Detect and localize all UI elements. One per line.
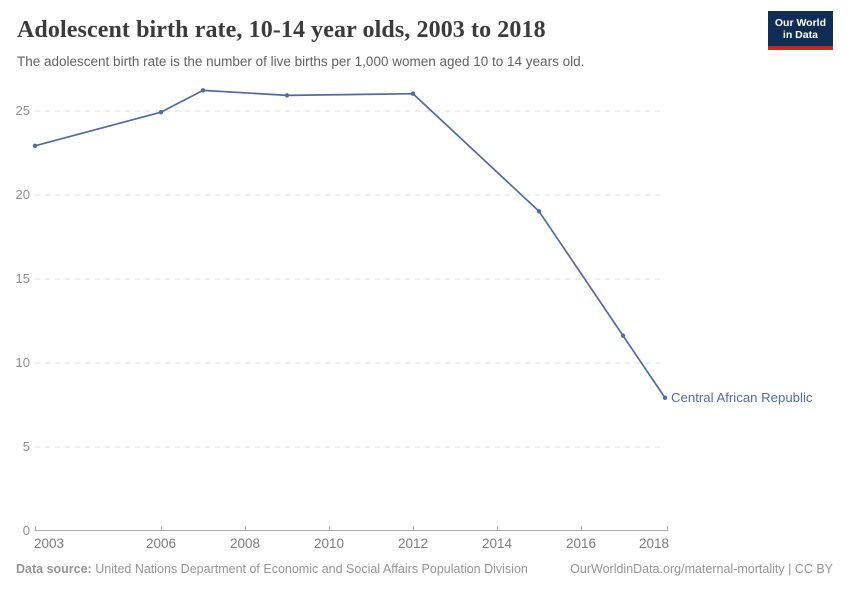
y-axis-tick-label-5: 5: [23, 439, 30, 454]
data-source-text: United Nations Department of Economic an…: [95, 562, 528, 576]
owid-logo-line2: in Data: [782, 29, 818, 41]
data-point-2006: [158, 109, 164, 115]
data-point-2015: [536, 209, 542, 214]
chart-header: Adolescent birth rate, 10-14 year olds, …: [17, 15, 833, 70]
x-axis-tick-label-2012: 2012: [398, 536, 428, 551]
x-axis-tick-label-2003: 2003: [34, 536, 64, 551]
chart-footer: Data source: United Nations Department o…: [16, 561, 833, 577]
data-point-2017: [620, 333, 626, 338]
data-source-note: Data source: United Nations Department o…: [16, 561, 528, 577]
chart-title: Adolescent birth rate, 10-14 year olds, …: [17, 17, 546, 43]
data-source-label: Data source:: [16, 562, 92, 576]
data-point-2018: [662, 395, 668, 400]
data-point-2009: [284, 93, 290, 98]
chart-subtitle: The adolescent birth rate is the number …: [17, 54, 585, 69]
x-axis-tick-label-2006: 2006: [146, 536, 176, 551]
x-axis-tick-label-2014: 2014: [482, 536, 513, 551]
x-axis-tick-label-2018: 2018: [639, 536, 669, 551]
data-point-2007: [200, 88, 206, 93]
x-axis-tick-label-2016: 2016: [566, 536, 596, 551]
owid-logo: Our World in Data: [767, 11, 833, 50]
y-axis-tick-label-25: 25: [16, 103, 30, 118]
series-line: [34, 89, 666, 399]
data-point-2012: [410, 91, 416, 96]
series-end-label: Central African Republic: [671, 390, 813, 405]
owid-logo-line1: Our World: [774, 17, 826, 29]
x-axis-tick-label-2010: 2010: [314, 536, 344, 551]
data-point-2003: [32, 143, 38, 148]
credit-license-text: OurWorldinData.org/maternal-mortality | …: [570, 562, 833, 576]
y-axis-tick-label-0: 0: [23, 523, 30, 538]
y-axis-tick-label-15: 15: [16, 271, 30, 286]
y-axis-tick-label-10: 10: [16, 355, 30, 370]
x-axis-tick-label-2008: 2008: [230, 536, 260, 551]
y-axis-tick-label-20: 20: [16, 187, 30, 202]
